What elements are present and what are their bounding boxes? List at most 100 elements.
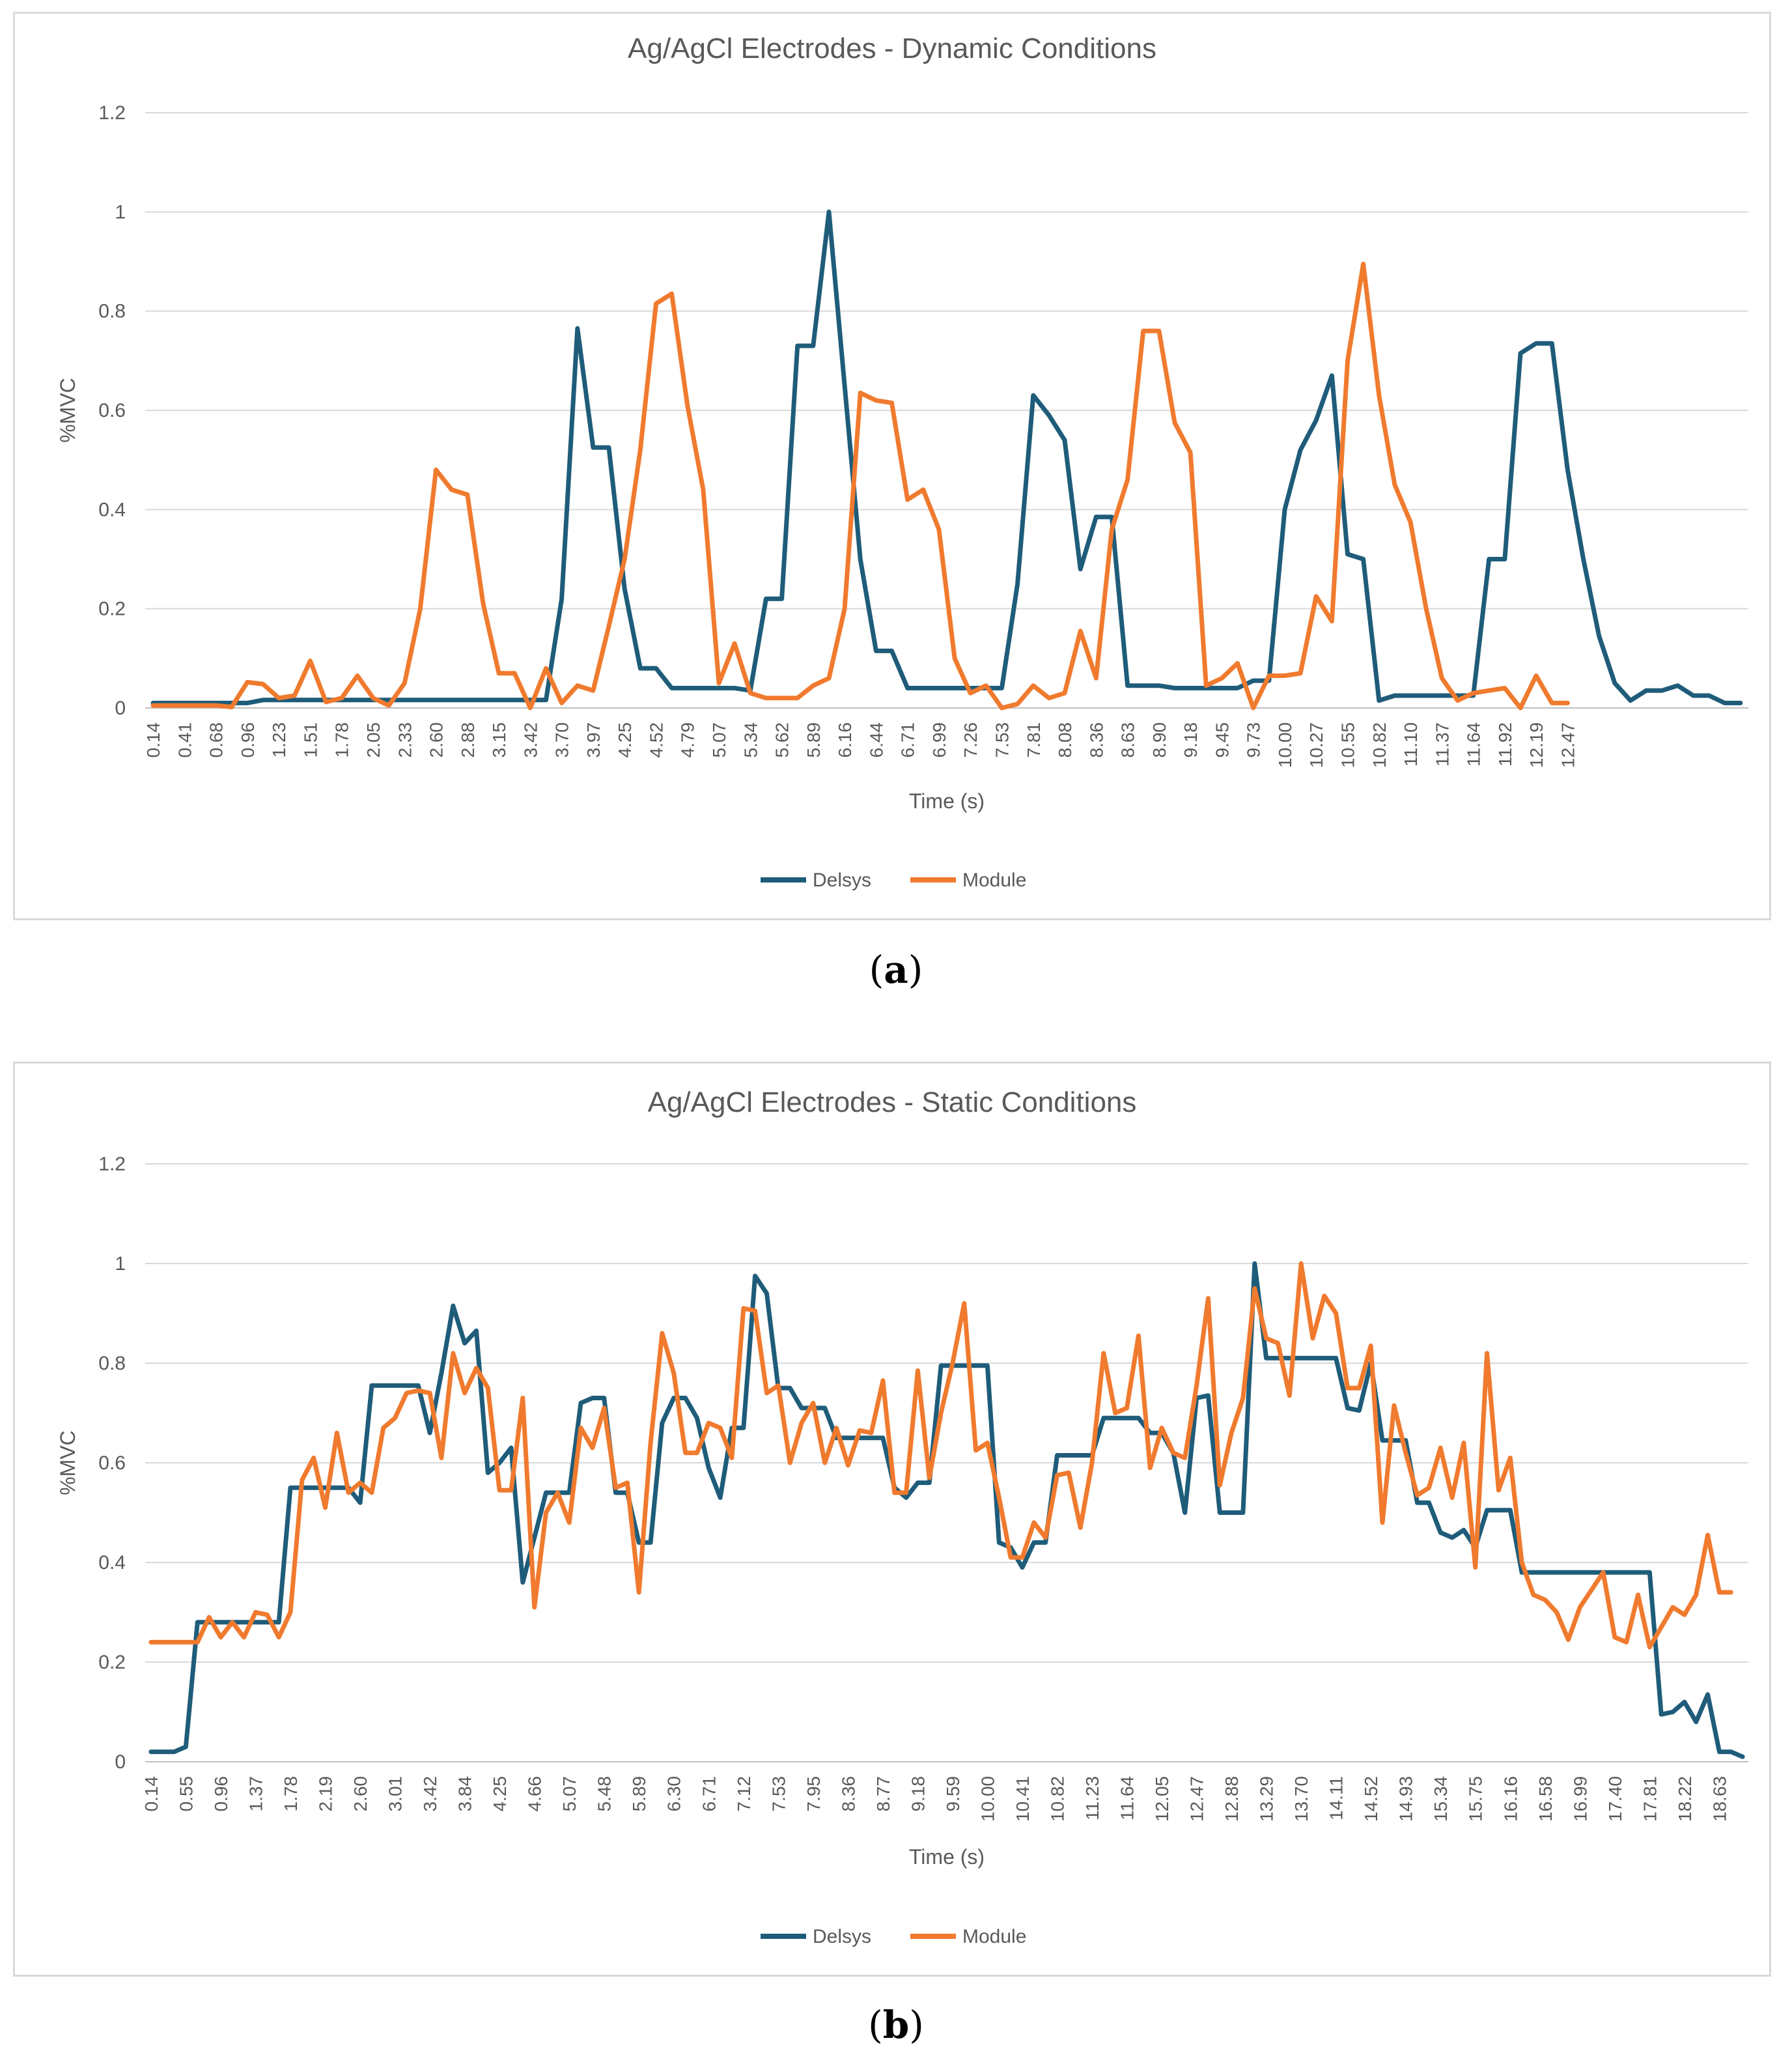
x-tick-label: 2.88	[458, 722, 478, 758]
x-tick-label: 8.36	[838, 1776, 858, 1812]
x-tick-label: 2.05	[363, 722, 384, 758]
x-tick-label: 9.18	[1181, 722, 1201, 758]
x-tick-label: 4.25	[615, 722, 635, 758]
figure-caption-b: (b)	[868, 2003, 924, 2047]
y-tick-label: 1	[115, 1253, 126, 1275]
x-tick-label: 12.88	[1222, 1776, 1242, 1822]
line-chart-static: Ag/AgCl Electrodes - Static Conditions00…	[56, 1086, 1748, 1947]
x-axis-label: Time (s)	[909, 1845, 985, 1869]
x-tick-label: 5.07	[709, 722, 729, 758]
chart-title: Ag/AgCl Electrodes - Static Conditions	[648, 1086, 1137, 1118]
y-tick-label: 1.2	[98, 102, 126, 124]
x-tick-label: 13.70	[1291, 1776, 1311, 1822]
x-tick-label: 5.62	[772, 722, 792, 758]
series-line-delsys	[148, 1261, 1745, 1759]
x-tick-label: 0.68	[206, 722, 227, 758]
y-tick-label: 0.2	[98, 1652, 126, 1673]
legend-label-delsys: Delsys	[813, 869, 871, 891]
x-tick-label: 3.84	[455, 1776, 475, 1812]
x-tick-label: 14.52	[1361, 1776, 1381, 1822]
chart-panel-static: Ag/AgCl Electrodes - Static Conditions 0 0…	[13, 1062, 1771, 1977]
y-tick-label: 0.6	[98, 1452, 126, 1474]
x-tick-label: 6.99	[929, 722, 949, 758]
x-tick-label: 8.77	[873, 1776, 893, 1812]
x-tick-label: 10.55	[1338, 722, 1358, 768]
x-tick-label: 15.75	[1466, 1776, 1486, 1822]
legend-label-delsys: Delsys	[813, 1926, 871, 1947]
x-tick-label: 12.47	[1187, 1776, 1207, 1822]
x-tick-label: 14.11	[1326, 1776, 1347, 1820]
x-tick-label: 3.15	[489, 722, 509, 758]
x-tick-label: 12.19	[1526, 722, 1547, 768]
x-tick-label: 5.34	[740, 722, 761, 758]
legend-label-module: Module	[962, 869, 1026, 891]
line-chart-dynamic: Ag/AgCl Electrodes - Dynamic Conditions 0…	[56, 33, 1748, 891]
x-tick-label: 2.33	[395, 722, 415, 758]
x-tick-label: 6.44	[866, 722, 886, 758]
x-tick-label: 11.10	[1401, 722, 1421, 767]
x-tick-label: 6.30	[664, 1776, 684, 1812]
x-tick-label: 12.47	[1558, 722, 1578, 768]
x-axis-label: Time (s)	[909, 789, 985, 813]
x-tick-label: 1.23	[269, 722, 289, 758]
y-tick-label: 1.2	[98, 1153, 126, 1175]
y-tick-label: 0.4	[98, 1552, 126, 1574]
x-tick-label: 15.34	[1431, 1776, 1451, 1822]
x-tick-label: 9.45	[1212, 722, 1232, 758]
x-tick-label: 17.81	[1640, 1776, 1660, 1822]
x-tick-label: 4.25	[490, 1776, 510, 1812]
x-tick-label: 10.82	[1047, 1776, 1067, 1822]
x-tick-label: 8.90	[1149, 722, 1169, 758]
x-tick-label: 6.71	[699, 1776, 719, 1812]
x-tick-label: 0.96	[211, 1776, 231, 1812]
y-axis-label: %MVC	[56, 1430, 79, 1495]
x-tick-label: 8.36	[1086, 722, 1106, 758]
x-tick-label: 7.95	[804, 1776, 824, 1812]
x-tick-label: 9.18	[908, 1776, 928, 1812]
x-tick-label: 7.53	[992, 722, 1012, 758]
x-tick-label: 10.00	[1275, 722, 1295, 768]
legend-label-module: Module	[962, 1926, 1026, 1947]
x-tick-label: 4.79	[678, 722, 698, 758]
x-tick-label: 11.37	[1432, 722, 1452, 767]
x-tick-label: 16.16	[1500, 1776, 1520, 1822]
y-tick-label: 0.8	[98, 301, 126, 322]
caption-letter-b: b	[882, 2003, 910, 2047]
x-tick-label: 5.07	[559, 1776, 580, 1812]
x-tick-label: 16.58	[1535, 1776, 1556, 1822]
x-tick-label: 16.99	[1570, 1776, 1590, 1822]
x-tick-label: 5.89	[804, 722, 824, 758]
x-tick-label: 11.92	[1495, 722, 1515, 767]
y-tick-label: 0.4	[98, 499, 126, 520]
y-tick-label: 0.6	[98, 400, 126, 421]
x-tick-label: 2.60	[427, 722, 447, 758]
x-tick-label: 12.05	[1152, 1776, 1172, 1822]
x-tick-label: 7.26	[960, 722, 981, 758]
x-tick-label: 4.66	[525, 1776, 545, 1812]
x-tick-label: 17.40	[1605, 1776, 1625, 1822]
y-tick-label: 0	[115, 698, 126, 719]
caption-letter-a: a	[884, 948, 908, 992]
x-tick-label: 11.64	[1464, 722, 1484, 767]
y-axis-label: %MVC	[56, 378, 79, 443]
x-tick-label: 9.59	[943, 1776, 963, 1812]
series-line-module	[150, 261, 1570, 711]
x-tick-label: 0.14	[143, 722, 163, 758]
x-tick-label: 18.22	[1675, 1776, 1695, 1822]
x-tick-label: 18.63	[1709, 1776, 1729, 1822]
x-tick-label: 0.41	[175, 722, 195, 758]
x-tick-label: 7.81	[1024, 722, 1044, 758]
x-tick-label: 14.93	[1396, 1776, 1416, 1822]
x-tick-label: 0.55	[176, 1776, 196, 1812]
x-tick-label: 3.42	[420, 1776, 440, 1812]
x-tick-label: 6.16	[835, 722, 855, 758]
x-tick-label: 10.27	[1306, 722, 1326, 768]
x-tick-label: 3.70	[552, 722, 572, 758]
chart-panel-dynamic: Ag/AgCl Electrodes - Dynamic Conditions 0…	[13, 12, 1771, 920]
x-tick-label: 8.63	[1118, 722, 1138, 758]
y-tick-label: 0.8	[98, 1353, 126, 1374]
x-tick-label: 2.60	[350, 1776, 371, 1812]
x-tick-label: 1.37	[245, 1776, 266, 1812]
series-line-delsys	[150, 209, 1743, 705]
x-tick-label: 10.00	[977, 1776, 998, 1822]
